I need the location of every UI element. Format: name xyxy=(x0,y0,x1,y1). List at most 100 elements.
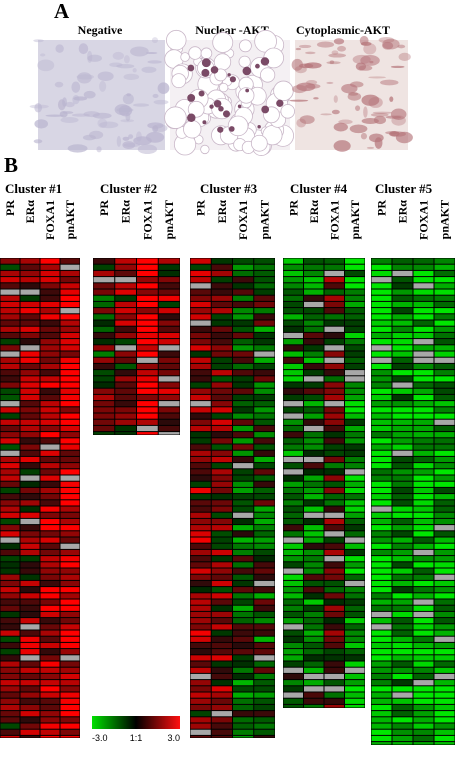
heatmap-cell xyxy=(304,562,324,568)
heatmap-cell xyxy=(324,463,344,469)
heatmap-cell xyxy=(304,289,324,295)
heatmap-cell xyxy=(413,680,434,686)
heatmap-cell xyxy=(304,401,324,407)
heatmap-cell xyxy=(233,692,254,698)
heatmap-cell xyxy=(40,463,60,469)
heatmap-cell xyxy=(211,580,232,587)
heatmap-cell xyxy=(345,692,365,698)
nuclei xyxy=(227,73,231,77)
heatmap-cell xyxy=(413,611,434,618)
heatmap-cell xyxy=(283,270,303,277)
heatmap-cell xyxy=(413,518,434,525)
heatmap-cell xyxy=(324,438,344,444)
heatmap-cell xyxy=(20,351,40,357)
heatmap-cell xyxy=(324,339,344,345)
heatmap-cell xyxy=(304,543,324,549)
heatmap-cell xyxy=(60,481,80,487)
heatmap-cell xyxy=(392,580,413,587)
heatmap-cell xyxy=(371,611,392,618)
heatmap-cell xyxy=(0,345,20,351)
tissue-blob xyxy=(298,44,312,49)
heatmap-cell xyxy=(40,630,60,636)
column-label: ERα xyxy=(119,200,133,224)
heatmap-cell xyxy=(345,382,365,388)
heatmap-cell xyxy=(20,574,40,580)
heatmap-cell xyxy=(60,258,80,264)
heatmap-cell xyxy=(20,301,40,308)
heatmap-cell xyxy=(158,295,180,301)
heatmap-cell xyxy=(254,729,275,735)
heatmap-cell xyxy=(254,388,275,394)
heatmap-cell xyxy=(283,283,303,289)
heatmap-cell xyxy=(190,711,211,717)
heatmap-cell xyxy=(283,419,303,425)
tissue-blob xyxy=(96,146,102,153)
heatmap-cell xyxy=(115,432,136,435)
heatmap-cell xyxy=(40,704,60,711)
heatmap-cell xyxy=(60,339,80,345)
heatmap-cell xyxy=(0,574,20,580)
heatmap-cell xyxy=(345,283,365,289)
heatmap-cell xyxy=(211,686,232,692)
heatmap-cell xyxy=(0,518,20,525)
heatmap-cell xyxy=(371,636,392,642)
heatmap-cell xyxy=(60,704,80,711)
heatmap-cell xyxy=(254,518,275,525)
heatmap-cell xyxy=(40,593,60,599)
heatmap xyxy=(283,258,365,708)
heatmap-cell xyxy=(20,680,40,686)
heatmap-cell xyxy=(413,661,434,667)
heatmap-cell xyxy=(304,624,324,630)
heatmap-cell xyxy=(345,419,365,425)
heatmap-cell xyxy=(392,605,413,611)
heatmap-cell xyxy=(345,518,365,525)
heatmap-cell xyxy=(371,556,392,562)
heatmap-cell xyxy=(211,394,232,401)
heatmap-cell xyxy=(20,444,40,450)
heatmap-cell xyxy=(413,525,434,531)
heatmap-cell xyxy=(233,568,254,574)
heatmap-cell xyxy=(190,277,211,283)
heatmap-cell xyxy=(304,425,324,432)
heatmap-cell xyxy=(190,574,211,580)
heatmap-cell xyxy=(413,723,434,729)
tissue-blob xyxy=(33,39,44,43)
heatmap-cell xyxy=(40,407,60,413)
heatmap-cell xyxy=(304,345,324,351)
heatmap-cell xyxy=(93,394,115,401)
heatmap-cell xyxy=(158,345,180,351)
heatmap-cell xyxy=(371,518,392,525)
heatmap-cell xyxy=(20,655,40,661)
heatmap-cell xyxy=(324,283,344,289)
heatmap-cell xyxy=(392,413,413,419)
heatmap-cell xyxy=(392,432,413,438)
heatmap-cell xyxy=(190,686,211,692)
heatmap-cell xyxy=(324,481,344,487)
heatmap xyxy=(190,258,275,738)
heatmap-cell xyxy=(304,475,324,481)
heatmap-cell xyxy=(254,568,275,574)
heatmap-cell xyxy=(93,295,115,301)
heatmap-cell xyxy=(233,270,254,277)
heatmap-cell xyxy=(0,506,20,512)
heatmap-cell xyxy=(413,339,434,345)
heatmap-cell xyxy=(254,686,275,692)
heatmap-cell xyxy=(283,636,303,642)
heatmap-cell xyxy=(304,481,324,487)
heatmap-cell xyxy=(324,599,344,605)
heatmap-cell xyxy=(304,518,324,525)
heatmap-cell xyxy=(324,667,344,673)
heatmap-cell xyxy=(283,568,303,574)
heatmap-cell xyxy=(304,456,324,463)
heatmap-cell xyxy=(211,649,232,655)
heatmap-cell xyxy=(371,345,392,351)
column-label: FOXA1 xyxy=(327,200,341,240)
heatmap-cell xyxy=(60,401,80,407)
heatmap-cell xyxy=(137,320,158,326)
tissue-blob xyxy=(97,118,108,129)
heatmap-cell xyxy=(137,339,158,345)
nuclei xyxy=(198,90,205,97)
heatmap-cell xyxy=(413,574,434,580)
tissue-blob xyxy=(352,54,371,65)
heatmap-cell xyxy=(190,301,211,308)
